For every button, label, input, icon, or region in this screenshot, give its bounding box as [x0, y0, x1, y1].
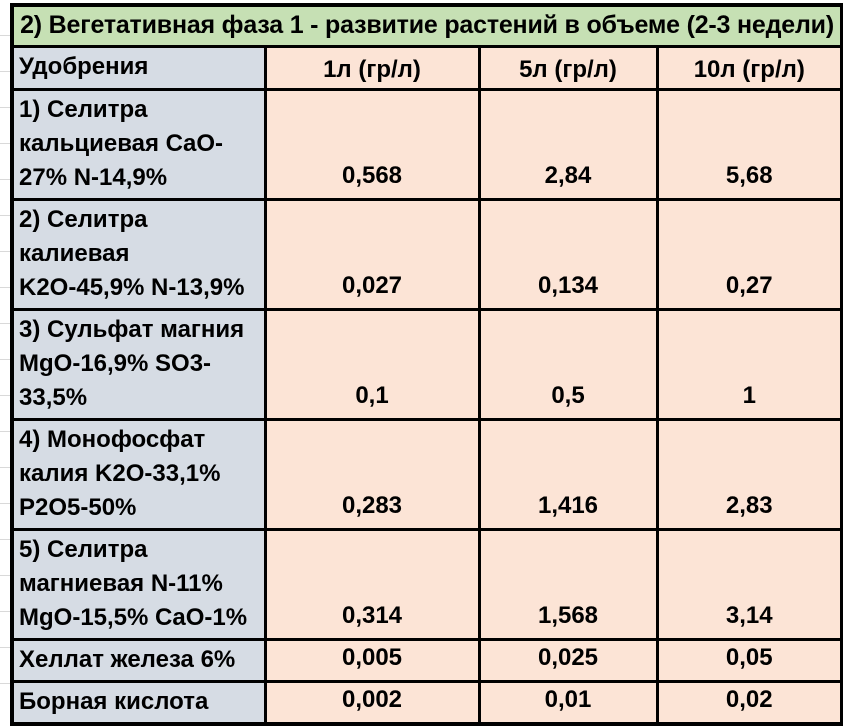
- fertilizer-name-cell[interactable]: 1) Селитра кальциевая CaO- 27% N-14,9%: [10, 87, 267, 201]
- fertilizer-name-cell[interactable]: 4) Монофосфат калия K2O-33,1% P2O5-50%: [10, 417, 267, 531]
- table-row: 1) Селитра кальциевая CaO- 27% N-14,9% 0…: [10, 87, 843, 201]
- table-row: 4) Монофосфат калия K2O-33,1% P2O5-50% 0…: [10, 417, 843, 531]
- value-cell-5l[interactable]: 0,5: [477, 307, 659, 421]
- table-title-cell[interactable]: 2) Вегетативная фаза 1 - развитие растен…: [10, 3, 843, 48]
- table-row: 2) Селитра калиевая K2O-45,9% N-13,9% 0,…: [10, 197, 843, 311]
- fertilizer-name-cell[interactable]: 3) Сульфат магния MgO-16,9% SO3- 33,5%: [10, 307, 267, 421]
- table-row: 3) Сульфат магния MgO-16,9% SO3- 33,5% 0…: [10, 307, 843, 421]
- value-cell-10l[interactable]: 5,68: [655, 87, 843, 201]
- value-cell-1l[interactable]: 0,005: [263, 637, 481, 683]
- value-cell-1l[interactable]: 0,314: [263, 527, 481, 641]
- value-cell-1l[interactable]: 0,002: [263, 679, 481, 725]
- fertilizer-name-cell[interactable]: Хеллат железа 6%: [10, 637, 267, 683]
- col-header-10l[interactable]: 10л (гр/л): [655, 44, 843, 91]
- table-row: Борная кислота 0,002 0,01 0,02: [10, 679, 843, 725]
- col-header-fertilizer[interactable]: Удобрения: [10, 44, 267, 91]
- fertilizer-name-cell[interactable]: 2) Селитра калиевая K2O-45,9% N-13,9%: [10, 197, 267, 311]
- value-cell-10l[interactable]: 0,05: [655, 637, 843, 683]
- value-cell-1l[interactable]: 0,1: [263, 307, 481, 421]
- table-row: 5) Селитра магниевая N-11% MgO-15,5% CaO…: [10, 527, 843, 641]
- col-header-5l[interactable]: 5л (гр/л): [477, 44, 659, 91]
- table-header-row: Удобрения 1л (гр/л) 5л (гр/л) 10л (гр/л): [10, 44, 843, 91]
- value-cell-1l[interactable]: 0,027: [263, 197, 481, 311]
- value-cell-10l[interactable]: 1: [655, 307, 843, 421]
- value-cell-5l[interactable]: 0,134: [477, 197, 659, 311]
- fertilizer-dosage-table: 2) Вегетативная фаза 1 - развитие растен…: [10, 3, 843, 726]
- value-cell-10l[interactable]: 0,27: [655, 197, 843, 311]
- value-cell-10l[interactable]: 2,83: [655, 417, 843, 531]
- value-cell-5l[interactable]: 1,416: [477, 417, 659, 531]
- table-title-row: 2) Вегетативная фаза 1 - развитие растен…: [10, 3, 843, 48]
- value-cell-1l[interactable]: 0,283: [263, 417, 481, 531]
- value-cell-10l[interactable]: 0,02: [655, 679, 843, 725]
- table-row: Хеллат железа 6% 0,005 0,025 0,05: [10, 637, 843, 683]
- value-cell-5l[interactable]: 1,568: [477, 527, 659, 641]
- fertilizer-name-cell[interactable]: 5) Селитра магниевая N-11% MgO-15,5% CaO…: [10, 527, 267, 641]
- value-cell-10l[interactable]: 3,14: [655, 527, 843, 641]
- value-cell-1l[interactable]: 0,568: [263, 87, 481, 201]
- col-header-1l[interactable]: 1л (гр/л): [263, 44, 481, 91]
- value-cell-5l[interactable]: 0,01: [477, 679, 659, 725]
- value-cell-5l[interactable]: 0,025: [477, 637, 659, 683]
- fertilizer-name-cell[interactable]: Борная кислота: [10, 679, 267, 725]
- sheet-margin-left: [0, 0, 10, 691]
- value-cell-5l[interactable]: 2,84: [477, 87, 659, 201]
